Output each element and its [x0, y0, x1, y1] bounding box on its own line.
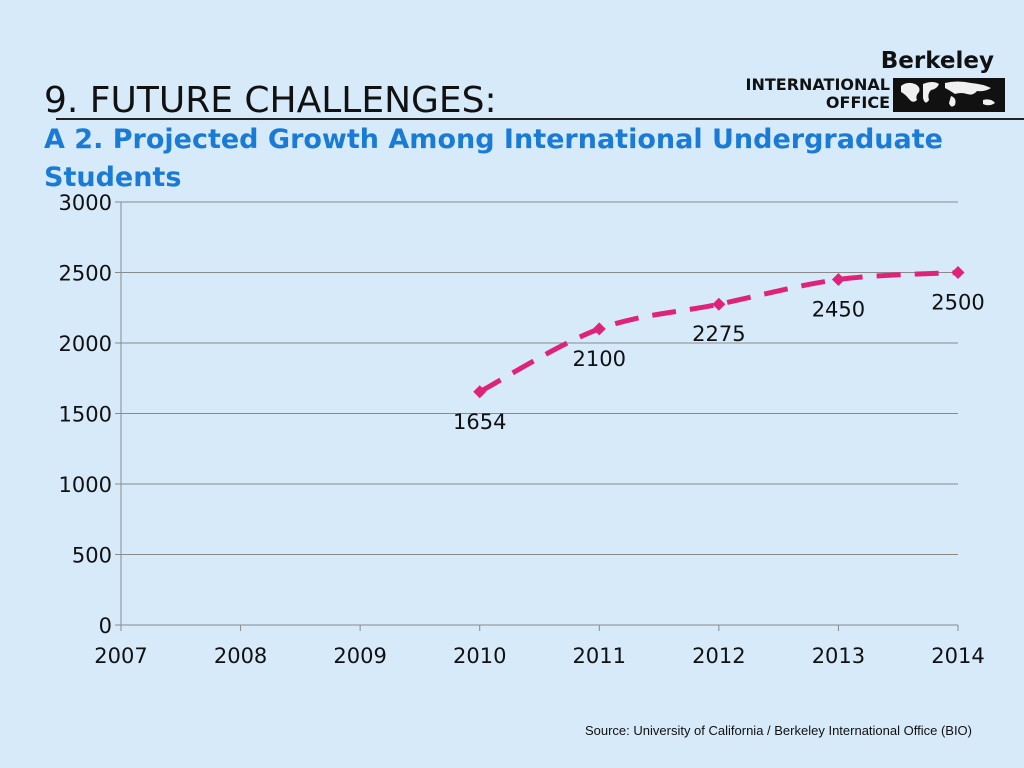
x-tick-label: 2014 — [931, 644, 984, 668]
x-tick-label: 2008 — [214, 644, 267, 668]
slide-title: 9. FUTURE CHALLENGES: — [44, 80, 497, 121]
slide-subtitle: A 2. Projected Growth Among Internationa… — [44, 124, 943, 193]
y-tick-label: 2500 — [59, 262, 112, 286]
data-label: 2500 — [931, 291, 984, 315]
data-label: 2100 — [573, 347, 626, 371]
logo-berkeley: Berkeley — [880, 48, 994, 74]
x-tick-label: 2013 — [812, 644, 865, 668]
x-tick-label: 2009 — [333, 644, 386, 668]
y-tick-label: 1000 — [59, 473, 112, 497]
data-point-marker — [473, 385, 487, 399]
logo-office-name: INTERNATIONAL OFFICE — [746, 76, 890, 112]
y-tick-label: 500 — [72, 544, 112, 568]
title-rule — [56, 118, 1024, 120]
data-label: 2275 — [692, 322, 745, 346]
y-tick-label: 0 — [99, 614, 112, 638]
data-point-marker — [951, 266, 965, 279]
logo-international: INTERNATIONAL — [745, 75, 890, 94]
logo-office: OFFICE — [825, 93, 890, 112]
series-line — [478, 270, 959, 394]
x-tick-label: 2007 — [94, 644, 147, 668]
y-tick-label: 2000 — [59, 332, 112, 356]
source-note: Source: University of California / Berke… — [584, 723, 972, 738]
x-tick-label: 2012 — [692, 644, 745, 668]
data-point-marker — [831, 273, 845, 287]
x-tick-label: 2010 — [453, 644, 506, 668]
data-point-marker — [592, 322, 606, 336]
line-chart: 0 500 1000 1500 2000 2500 3000 2007 2008 2009 2010… — [59, 191, 985, 668]
data-point-marker — [712, 297, 726, 311]
y-tick-label: 1500 — [59, 403, 112, 427]
data-label: 1654 — [453, 410, 506, 434]
x-tick-label: 2011 — [573, 644, 626, 668]
data-label: 2450 — [812, 298, 865, 322]
y-tick-label: 3000 — [59, 191, 112, 215]
world-map-icon — [893, 78, 1005, 112]
